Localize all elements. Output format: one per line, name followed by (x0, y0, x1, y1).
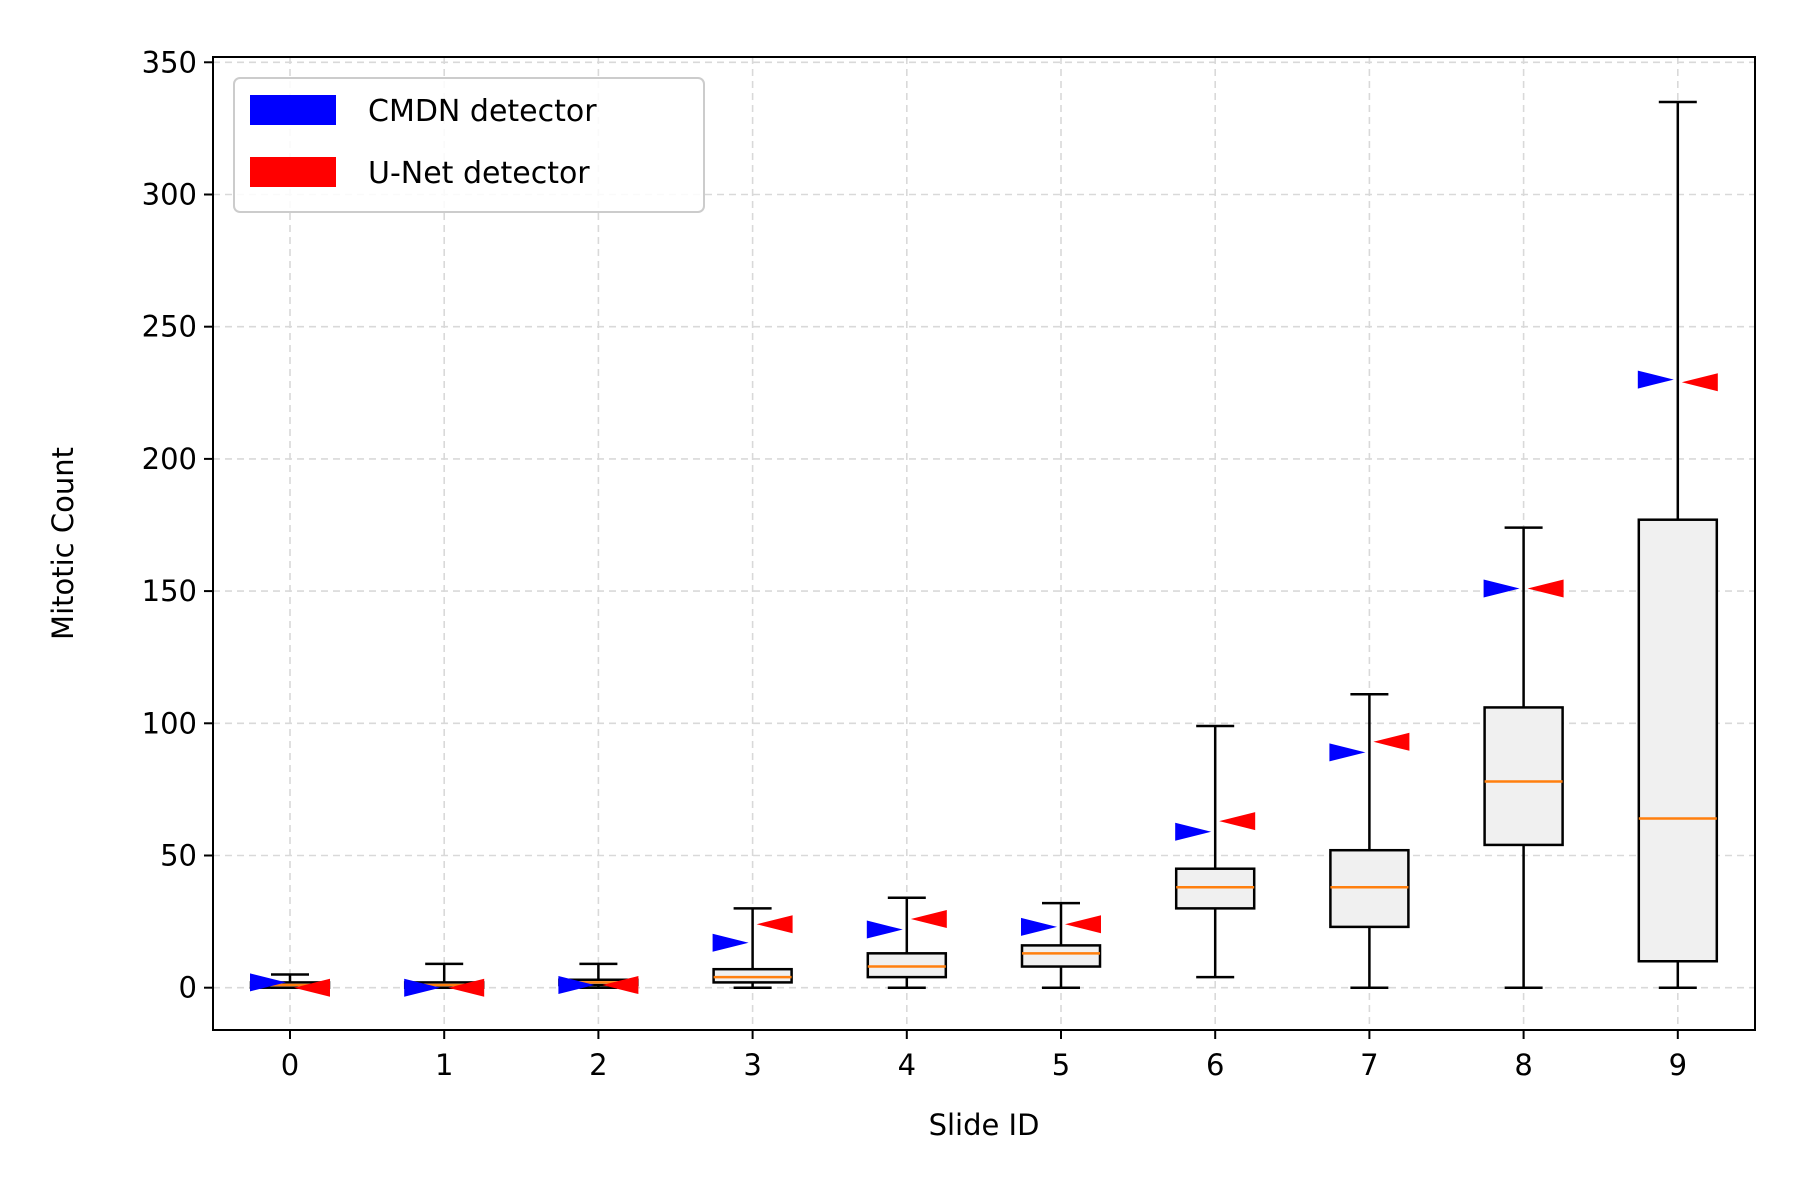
boxes (249, 100, 1719, 989)
cmdn-marker-7 (1329, 743, 1366, 762)
cmdn-marker-8 (1483, 579, 1520, 598)
unet-marker-3 (756, 915, 793, 934)
y-tick-label: 0 (179, 971, 197, 1005)
x-tick-label: 5 (1052, 1048, 1070, 1082)
y-tick-label: 100 (142, 706, 197, 740)
box-iqr (1637, 518, 1719, 963)
x-tick-label: 1 (435, 1048, 453, 1082)
x-tick-label: 2 (589, 1048, 607, 1082)
box-3 (712, 907, 793, 989)
cmdn-marker-4 (866, 920, 903, 939)
box-6 (1174, 724, 1256, 979)
legend-label-cmdn: CMDN detector (368, 94, 597, 129)
box-4 (866, 896, 948, 989)
y-tick-label: 250 (142, 310, 197, 344)
unet-marker-9 (1681, 373, 1718, 392)
box-iqr (1329, 848, 1410, 929)
box-5 (1020, 901, 1102, 989)
x-tick-label: 6 (1206, 1048, 1224, 1082)
x-tick-label: 4 (898, 1048, 916, 1082)
unet-marker-0 (294, 978, 330, 997)
unet-marker-5 (1065, 915, 1101, 934)
y-axis-title: Mitotic Count (46, 447, 80, 640)
box-iqr (712, 967, 793, 984)
x-tick-label: 8 (1514, 1048, 1532, 1082)
x-tick-label: 7 (1360, 1048, 1378, 1082)
y-tick-label: 350 (142, 45, 197, 79)
box-7 (1329, 692, 1410, 989)
cmdn-marker-6 (1175, 822, 1212, 841)
box-iqr (866, 952, 948, 979)
unet-marker-7 (1373, 732, 1410, 751)
cmdn-marker-3 (712, 933, 749, 952)
unet-marker-1 (448, 978, 485, 997)
legend-frame (233, 77, 705, 213)
box-iqr (1020, 944, 1102, 968)
unet-marker-4 (910, 909, 947, 928)
y-tick-label: 150 (142, 574, 197, 608)
x-tick-label: 9 (1669, 1048, 1687, 1082)
y-tick-label: 300 (142, 177, 197, 211)
box-iqr (1174, 867, 1256, 910)
box-9 (1637, 100, 1719, 989)
legend-swatch-unet (250, 157, 336, 187)
legend-swatch-cmdn (250, 95, 336, 125)
unet-marker-6 (1219, 812, 1256, 831)
x-axis-title: Slide ID (929, 1108, 1040, 1142)
y-tick-label: 50 (160, 838, 197, 872)
x-tick-label: 0 (281, 1048, 299, 1082)
x-tick-label: 3 (743, 1048, 761, 1082)
unet-marker-8 (1527, 579, 1564, 598)
cmdn-marker-0 (250, 973, 286, 992)
box-8 (1483, 526, 1564, 989)
plot-frame (212, 56, 1756, 1031)
legend-label-unet: U-Net detector (368, 156, 590, 191)
y-tick-label: 200 (142, 442, 197, 476)
cmdn-marker-1 (404, 978, 441, 997)
axis-ticks: 0 50 100 150 200 250 300 350 0 1 2 3 4 5 6 7 8 9 (142, 45, 1687, 1082)
box-iqr (1483, 706, 1564, 847)
legend: CMDN detector U-Net detector (233, 77, 705, 213)
grid (213, 57, 1755, 1030)
detector-markers (250, 370, 1718, 997)
cmdn-marker-9 (1637, 370, 1674, 389)
cmdn-marker-2 (558, 976, 595, 995)
cmdn-marker-5 (1021, 917, 1057, 936)
unet-marker-2 (602, 976, 639, 995)
